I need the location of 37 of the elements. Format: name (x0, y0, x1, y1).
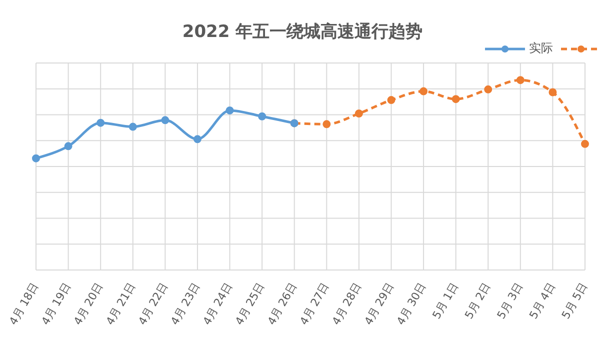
point (420, 87, 428, 96)
x-tick-label: 4月 20日 (71, 280, 106, 328)
point (258, 112, 266, 120)
x-tick-label: 4月 22日 (136, 280, 170, 328)
x-tick-label: 4月 30日 (394, 280, 429, 328)
x-tick-label: 4月 25日 (232, 280, 268, 328)
chart-title: 2022 年五一绕城高速通行趋势 (182, 22, 423, 42)
x-tick-label: 4月 28日 (330, 280, 364, 328)
point (64, 142, 72, 150)
point (581, 140, 589, 148)
point (226, 106, 234, 114)
x-tick-label: 4月 29日 (362, 280, 396, 328)
point (32, 154, 40, 162)
x-tick-label: 4月 21日 (104, 280, 138, 328)
x-tick-label: 4月 27日 (297, 280, 332, 328)
x-tick-label: 4月 26日 (265, 280, 300, 328)
x-tick-label: 5月 2日 (462, 280, 494, 322)
point (484, 85, 492, 94)
x-tick-label: 5月 3日 (494, 280, 526, 322)
point (516, 76, 524, 84)
point (193, 135, 202, 144)
x-tick-label: 4月 24日 (200, 280, 235, 328)
x-tick-label: 4月 18日 (6, 280, 42, 328)
point (96, 118, 105, 127)
x-tick-label: 5月 5日 (559, 280, 590, 322)
point (452, 95, 460, 104)
point (387, 96, 396, 104)
point (161, 116, 170, 124)
point (322, 120, 331, 128)
x-tick-label: 4月 19日 (38, 280, 74, 328)
x-tick-label: 5月 4日 (526, 280, 558, 322)
x-tick-label: 5月 1日 (430, 280, 462, 322)
point (354, 110, 363, 118)
legend-label: 实际 (529, 40, 553, 57)
point (548, 88, 557, 96)
x-tick-label: 4月 23日 (168, 280, 203, 328)
point (128, 122, 137, 131)
